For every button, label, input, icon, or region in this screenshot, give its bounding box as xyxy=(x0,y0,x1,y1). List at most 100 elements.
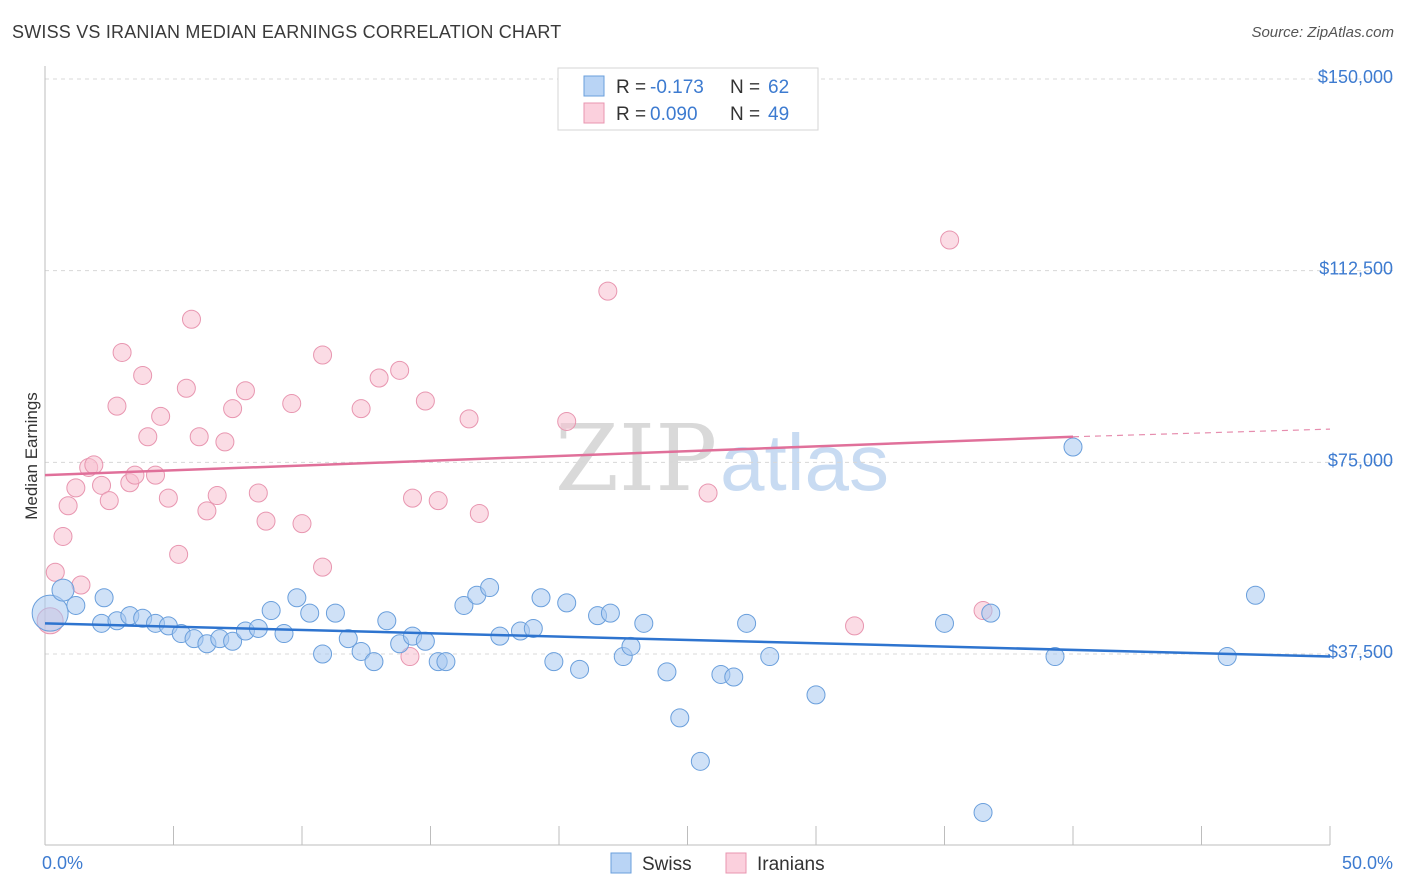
iranian-point xyxy=(313,557,333,577)
swiss-point xyxy=(531,588,551,608)
iranian-point xyxy=(146,465,166,485)
legend-iranian-n-label: N = xyxy=(730,104,760,125)
iranian-point xyxy=(698,483,718,503)
iranian-point xyxy=(292,514,312,534)
iranian-point xyxy=(351,399,371,419)
iranian-point xyxy=(845,616,865,636)
iranian-point xyxy=(557,411,577,431)
swiss-point xyxy=(570,659,590,679)
swiss-point xyxy=(480,578,500,598)
iranian-point xyxy=(215,432,235,452)
swiss-point xyxy=(737,613,757,633)
swiss-point xyxy=(415,631,435,651)
watermark: ZIP atlas xyxy=(555,405,889,512)
legend-swiss-n-label: N = xyxy=(730,77,760,98)
iranian-point xyxy=(176,378,196,398)
swiss-point xyxy=(377,611,397,631)
y-axis-title: Median Earnings xyxy=(22,392,41,520)
iranian-point xyxy=(282,394,302,414)
chart-title: SWISS VS IRANIAN MEDIAN EARNINGS CORRELA… xyxy=(12,22,562,42)
swiss-point xyxy=(325,603,345,623)
iranian-point xyxy=(415,391,435,411)
swiss-point xyxy=(51,578,75,602)
iranian-point xyxy=(207,486,227,506)
swiss-point xyxy=(973,802,993,822)
swiss-point xyxy=(351,641,371,661)
swiss-point xyxy=(760,647,780,667)
legend-swiss-r-value: -0.173 xyxy=(650,77,704,98)
iranian-point xyxy=(235,381,255,401)
swiss-point xyxy=(670,708,690,728)
iranian-point xyxy=(84,455,104,475)
iranian-point xyxy=(459,409,479,429)
swiss-point xyxy=(274,624,294,644)
swiss-trend-line xyxy=(44,622,1331,658)
swiss-point xyxy=(1245,585,1265,605)
iranian-point xyxy=(58,496,78,516)
bottom-legend-iranian: Iranians xyxy=(757,854,825,875)
bottom-legend-swiss: Swiss xyxy=(642,854,692,875)
iranian-point xyxy=(99,491,119,511)
swiss-point xyxy=(261,601,281,621)
iranian-point xyxy=(181,309,201,329)
swiss-point xyxy=(621,636,641,656)
x-tick-label-1: 50.0% xyxy=(1342,853,1393,873)
trend-lines xyxy=(44,428,1331,658)
swiss-point xyxy=(1217,647,1237,667)
y-tick-labels: $37,500 $75,000 $112,500 $150,000 xyxy=(1318,67,1393,662)
swiss-point xyxy=(806,685,826,705)
y-tick-label-1: $75,000 xyxy=(1328,450,1393,470)
legend-swiss-r-label: R = xyxy=(616,77,646,98)
iranian-point xyxy=(940,230,960,250)
iranian-point xyxy=(53,526,73,546)
iranian-point xyxy=(256,511,276,531)
iranian-point xyxy=(598,281,618,301)
iranian-point xyxy=(403,488,423,508)
iranian-point xyxy=(151,406,171,426)
watermark-atlas: atlas xyxy=(720,418,889,507)
iranian-trend-extension xyxy=(1072,428,1331,438)
swiss-point xyxy=(454,595,474,615)
iranian-point xyxy=(223,399,243,419)
iranian-point xyxy=(248,483,268,503)
iranian-point xyxy=(369,368,389,388)
swiss-point xyxy=(1045,647,1065,667)
swiss-point xyxy=(634,613,654,633)
swiss-point xyxy=(600,603,620,623)
swiss-point xyxy=(657,662,677,682)
bottom-legend-swatch-swiss xyxy=(610,852,632,874)
axes xyxy=(44,66,1331,846)
iranian-point xyxy=(66,478,86,498)
swiss-point xyxy=(300,603,320,623)
gridlines xyxy=(45,78,1395,655)
legend-swatch-iranian xyxy=(583,102,605,124)
watermark-zip: ZIP xyxy=(555,405,717,512)
legend-iranian-r-label: R = xyxy=(616,104,646,125)
iranian-point xyxy=(133,365,153,385)
iranian-point xyxy=(138,427,158,447)
swiss-point xyxy=(544,652,564,672)
legend-swatch-swiss xyxy=(583,75,605,97)
swiss-point xyxy=(436,652,456,672)
y-tick-label-3: $150,000 xyxy=(1318,67,1393,87)
legend-iranian-n-value: 49 xyxy=(768,104,789,125)
iranian-point xyxy=(92,475,112,495)
iranian-point xyxy=(112,342,132,362)
iranian-point xyxy=(390,360,410,380)
swiss-point xyxy=(523,618,543,638)
swiss-point xyxy=(66,595,86,615)
bottom-legend-swatch-iranian xyxy=(725,852,747,874)
x-tick-label-0: 0.0% xyxy=(42,853,83,873)
iranian-point xyxy=(197,501,217,521)
iranian-point xyxy=(169,544,189,564)
iranian-point xyxy=(189,427,209,447)
swiss-point xyxy=(94,588,114,608)
swiss-point xyxy=(557,593,577,613)
legend-swiss-n-value: 62 xyxy=(768,77,789,98)
swiss-point xyxy=(287,588,307,608)
iranian-point xyxy=(428,491,448,511)
swiss-point xyxy=(31,594,69,632)
iranian-point xyxy=(313,345,333,365)
swiss-point xyxy=(364,652,384,672)
